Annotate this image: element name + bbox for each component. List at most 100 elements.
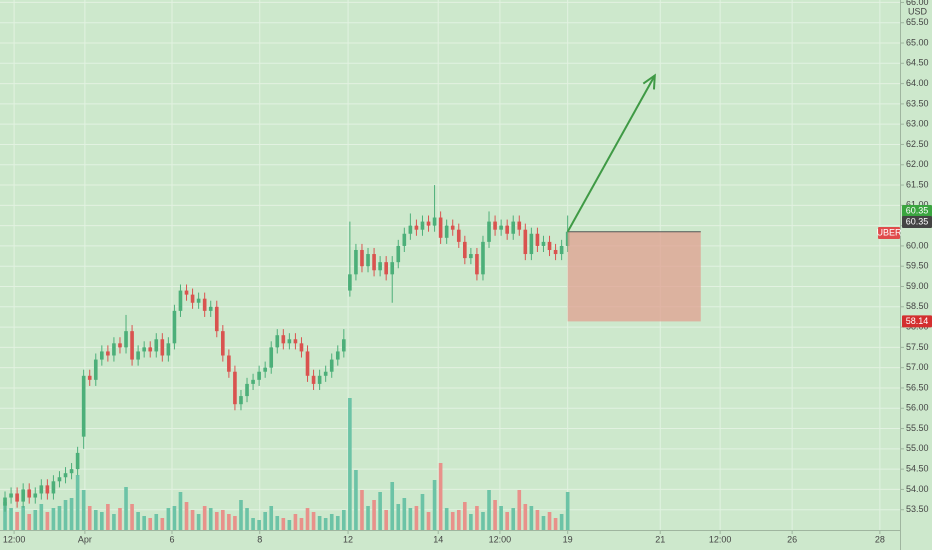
y-tick-label: 64.00 xyxy=(906,78,929,88)
volume-bar xyxy=(263,512,267,530)
candle-body xyxy=(348,274,352,291)
candle-body xyxy=(275,335,280,348)
candle-body xyxy=(106,351,110,356)
volume-bar xyxy=(517,490,522,530)
volume-bar xyxy=(505,512,509,530)
candle-body xyxy=(87,375,92,380)
volume-bar xyxy=(136,512,140,530)
candle-body xyxy=(63,473,68,478)
volume-bar xyxy=(221,510,225,530)
y-tick-label: 66.00 xyxy=(906,0,929,7)
volume-bar xyxy=(112,514,116,530)
volume-bar xyxy=(275,516,280,530)
volume-bar xyxy=(499,506,503,530)
volume-bar xyxy=(396,504,401,530)
price-label-box xyxy=(902,315,932,328)
candle-body xyxy=(178,290,183,311)
volume-bar xyxy=(45,512,50,530)
arrow-head xyxy=(642,73,656,90)
candle-body xyxy=(463,241,467,259)
volume-bar xyxy=(456,510,461,530)
volume-bar xyxy=(154,514,159,530)
volume-bar xyxy=(233,516,237,530)
arrow-line xyxy=(566,74,656,233)
candle-body xyxy=(39,485,44,494)
volume-bar xyxy=(100,512,104,530)
volume-bar xyxy=(57,506,62,530)
candle-body xyxy=(402,233,407,246)
candle-body xyxy=(420,221,425,230)
candle-body xyxy=(33,493,38,498)
candle-body xyxy=(366,254,370,267)
candle-body xyxy=(227,355,231,372)
volume-bar xyxy=(208,508,213,530)
candle-body xyxy=(118,343,122,348)
volume-bar xyxy=(251,518,255,530)
volume-bar xyxy=(257,520,261,530)
volume-bar xyxy=(239,500,243,530)
candle-body xyxy=(172,310,177,344)
candle-body xyxy=(221,331,225,356)
volume-bar xyxy=(106,504,110,530)
volume-bar xyxy=(190,510,195,530)
candle-body xyxy=(426,221,431,226)
candle-body xyxy=(263,367,267,372)
candle-body xyxy=(136,351,140,360)
candle-body xyxy=(196,298,201,303)
candle-body xyxy=(281,335,286,344)
volume-bar xyxy=(360,490,364,530)
candle-body xyxy=(342,339,346,352)
y-tick-label: 61.50 xyxy=(906,179,929,189)
volume-bar xyxy=(51,508,56,530)
candle-body xyxy=(450,225,455,230)
volume-bar xyxy=(305,508,310,530)
volume-bar xyxy=(535,510,540,530)
volume-bar xyxy=(366,506,370,530)
candle-body xyxy=(565,231,570,246)
x-tick-label: 12:00 xyxy=(489,534,512,544)
currency-label: USD xyxy=(908,6,928,16)
volume-bar xyxy=(160,518,165,530)
volume-bar xyxy=(3,502,7,530)
candle-body xyxy=(208,306,213,311)
volume-bar xyxy=(227,514,231,530)
candle-body xyxy=(553,249,558,255)
x-tick-label: Apr xyxy=(78,534,92,544)
x-tick-label: 8 xyxy=(257,534,262,544)
y-tick-label: 58.50 xyxy=(906,301,929,311)
y-tick-label: 54.00 xyxy=(906,484,929,494)
volume-bar xyxy=(390,482,395,530)
volume-bar xyxy=(33,510,38,530)
candle-body xyxy=(293,339,298,344)
volume-bar xyxy=(269,506,274,530)
volume-bar xyxy=(87,506,92,530)
candle-body xyxy=(51,481,56,494)
y-tick-label: 55.50 xyxy=(906,423,929,433)
volume-bar xyxy=(317,516,322,530)
volume-bar xyxy=(69,498,74,530)
y-tick-label: 53.50 xyxy=(906,504,929,514)
volume-bar xyxy=(15,512,19,530)
volume-bar xyxy=(75,475,80,530)
candle-body xyxy=(535,233,540,246)
candle-body xyxy=(239,396,243,405)
volume-bar xyxy=(384,510,388,530)
volume-bar xyxy=(426,512,431,530)
candle-body xyxy=(475,254,479,275)
candle-body xyxy=(481,241,485,275)
candle-body xyxy=(257,371,261,380)
y-tick-label: 54.50 xyxy=(906,464,929,474)
candle-body xyxy=(202,298,207,311)
y-tick-label: 57.00 xyxy=(906,362,929,372)
candle-body xyxy=(305,351,310,376)
volume-bar xyxy=(414,506,419,530)
candle-body xyxy=(408,225,413,234)
price-label-box xyxy=(878,227,900,239)
volume-bar xyxy=(450,512,455,530)
volume-bar xyxy=(27,514,32,530)
candle-body xyxy=(27,489,32,498)
candle-body xyxy=(15,493,19,502)
volume-bar xyxy=(511,508,516,530)
volume-bar xyxy=(311,512,316,530)
candle-body xyxy=(299,343,304,352)
